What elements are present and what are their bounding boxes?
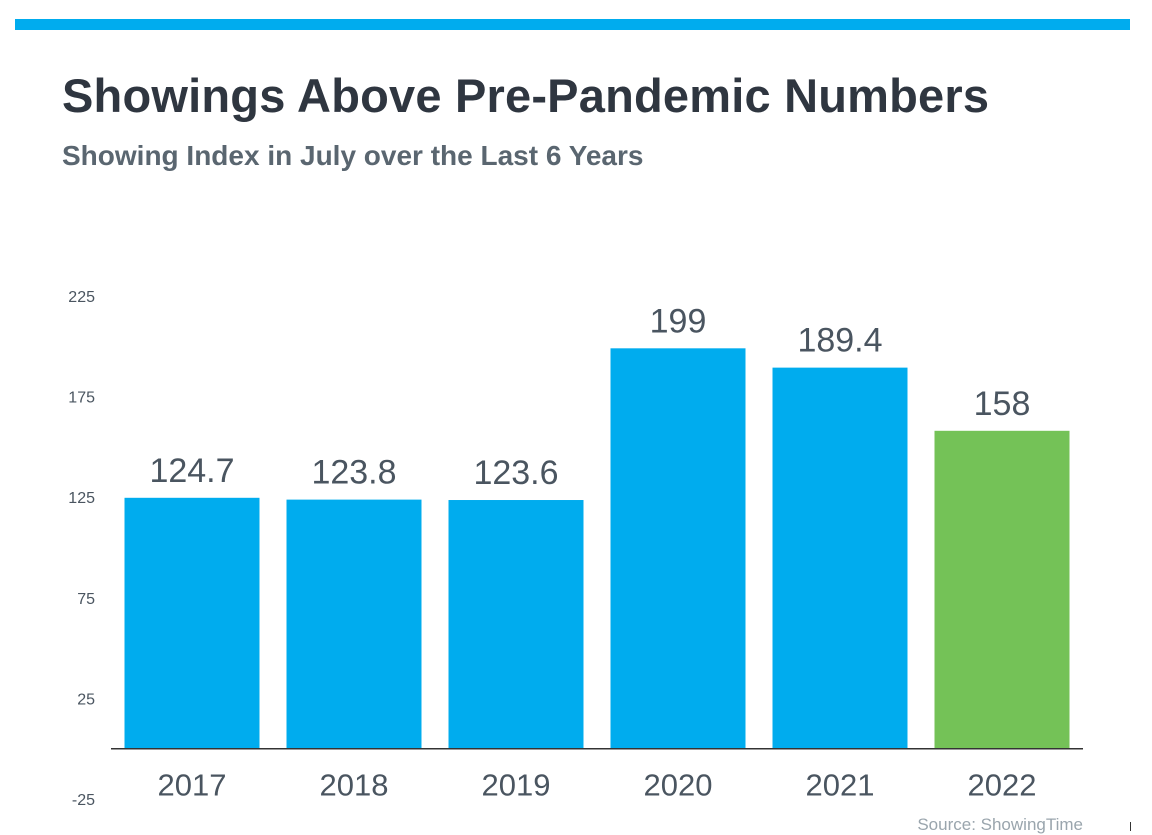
value-label-2020: 199 [650, 302, 707, 340]
y-axis-ticks: 225 175 125 75 25 -25 [68, 289, 95, 809]
bar-2019 [448, 500, 584, 749]
x-tick-label-2017: 2017 [158, 768, 227, 803]
bar-2022 [934, 430, 1070, 749]
bar-2018 [286, 499, 422, 749]
y-tick-label: 175 [68, 390, 95, 407]
bar-2020 [610, 348, 746, 749]
bar-2017 [124, 497, 260, 749]
value-label-2019: 123.6 [473, 454, 558, 492]
value-label-2022: 158 [974, 385, 1031, 423]
bar-2021 [772, 367, 908, 749]
x-axis-labels: 2017 2018 2019 2020 2021 2022 [158, 768, 1037, 803]
y-tick-label: 25 [77, 691, 95, 708]
x-tick-label-2020: 2020 [644, 768, 713, 803]
x-tick-label-2021: 2021 [806, 768, 875, 803]
chart-subtitle: Showing Index in July over the Last 6 Ye… [62, 140, 644, 171]
chart-title: Showings Above Pre-Pandemic Numbers [62, 69, 990, 122]
value-label-2021: 189.4 [797, 322, 882, 360]
x-tick-label-2018: 2018 [320, 768, 389, 803]
y-tick-label: 225 [68, 289, 95, 306]
value-label-2017: 124.7 [149, 452, 234, 490]
value-labels: 124.7 123.8 123.6 199 189.4 158 [149, 302, 1030, 492]
y-tick-label: 125 [68, 490, 95, 507]
y-tick-label: -25 [72, 792, 95, 809]
x-tick-label-2022: 2022 [968, 768, 1037, 803]
value-label-2018: 123.8 [311, 454, 396, 492]
bars [124, 348, 1070, 749]
source-note: Source: ShowingTime [917, 815, 1083, 834]
x-tick-label-2019: 2019 [482, 768, 551, 803]
y-tick-label: 75 [77, 591, 95, 608]
top-accent-bar [15, 19, 1130, 30]
text-cursor-mark [1130, 822, 1131, 831]
